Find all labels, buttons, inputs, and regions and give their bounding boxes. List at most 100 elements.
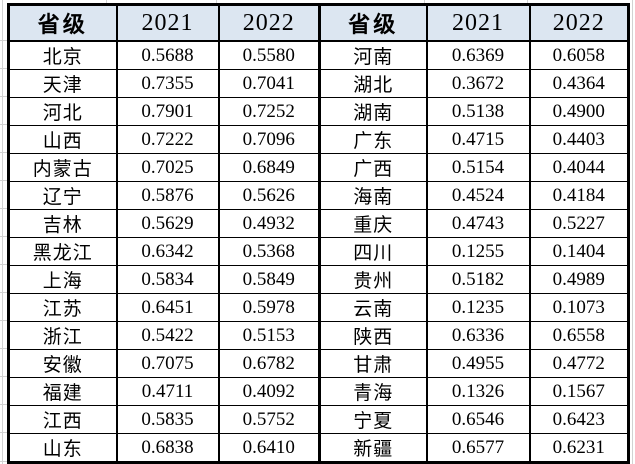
table-row: 北京 0.5688 0.5580 河南 0.6369 0.6058 [7,40,630,70]
table-row: 河北 0.7901 0.7252 湖南 0.5138 0.4900 [7,97,630,126]
value-cell: 0.4184 [528,181,630,210]
value-cell: 0.7096 [217,125,321,154]
value-cell: 0.5153 [217,321,321,350]
province-cell: 湖南 [318,97,428,126]
value-cell: 0.4044 [528,153,630,182]
value-cell: 0.1235 [425,293,531,322]
province-cell: 黑龙江 [7,237,118,266]
header-province-left: 省级 [7,4,118,42]
value-cell: 0.1404 [528,237,630,266]
value-cell: 0.6546 [425,405,531,434]
value-cell: 0.4772 [528,349,630,378]
gridline-fragment [0,96,7,97]
value-cell: 0.5580 [217,40,321,70]
gridline-fragment [632,0,633,464]
value-cell: 0.5752 [217,405,321,434]
value-cell: 0.6782 [217,349,321,378]
value-cell: 0.6410 [217,433,321,463]
province-cell: 河北 [7,97,118,126]
province-cell: 四川 [318,237,428,266]
gridline-fragment [0,68,7,69]
table-row: 山东 0.6838 0.6410 新疆 0.6577 0.6231 [7,433,630,463]
value-cell: 0.5876 [115,181,220,210]
value-cell: 0.7252 [217,97,321,126]
gridline-fragment [0,208,7,209]
province-cell: 浙江 [7,321,118,350]
value-cell: 0.5629 [115,209,220,238]
gridline-fragment [0,348,7,349]
value-cell: 0.6336 [425,321,531,350]
value-cell: 0.5834 [115,265,220,294]
value-cell: 0.4403 [528,125,630,154]
table-row: 江苏 0.6451 0.5978 云南 0.1235 0.1073 [7,293,630,322]
value-cell: 0.5138 [425,97,531,126]
province-cell: 宁夏 [318,405,428,434]
table-row: 黑龙江 0.6342 0.5368 四川 0.1255 0.1404 [7,237,630,266]
value-cell: 0.4989 [528,265,630,294]
value-cell: 0.1255 [425,237,531,266]
value-cell: 0.6849 [217,153,321,182]
province-cell: 湖北 [318,69,428,98]
gridline-fragment [0,320,7,321]
value-cell: 0.1567 [528,377,630,406]
value-cell: 0.6342 [115,237,220,266]
value-cell: 0.4955 [425,349,531,378]
value-cell: 0.6423 [528,405,630,434]
province-cell: 云南 [318,293,428,322]
province-cell: 江西 [7,405,118,434]
value-cell: 0.5154 [425,153,531,182]
province-cell: 重庆 [318,209,428,238]
province-cell: 辽宁 [7,181,118,210]
province-table: 省级 2021 2022 省级 2021 2022 北京 0.5688 0.5580… [7,3,630,464]
province-cell: 福建 [7,377,118,406]
value-cell: 0.5227 [528,209,630,238]
value-cell: 0.1326 [425,377,531,406]
value-cell: 0.4092 [217,377,321,406]
province-cell: 青海 [318,377,428,406]
table-row: 安徽 0.7075 0.6782 甘肃 0.4955 0.4772 [7,349,630,378]
province-cell: 内蒙古 [7,153,118,182]
gridline-fragment [0,180,7,181]
value-cell: 0.5688 [115,40,220,70]
province-cell: 贵州 [318,265,428,294]
table-row: 山西 0.7222 0.7096 广东 0.4715 0.4403 [7,125,630,154]
province-cell: 新疆 [318,433,428,463]
value-cell: 0.7355 [115,69,220,98]
province-cell: 河南 [318,40,428,70]
table-row: 上海 0.5834 0.5849 贵州 0.5182 0.4989 [7,265,630,294]
province-cell: 甘肃 [318,349,428,378]
gridline-fragment [0,40,7,41]
value-cell: 0.5368 [217,237,321,266]
value-cell: 0.1073 [528,293,630,322]
table-row: 辽宁 0.5876 0.5626 海南 0.4524 0.4184 [7,181,630,210]
gridline-fragment [0,376,7,377]
province-cell: 天津 [7,69,118,98]
table-row: 江西 0.5835 0.5752 宁夏 0.6546 0.6423 [7,405,630,434]
value-cell: 0.6577 [425,433,531,463]
header-province-right: 省级 [318,4,428,42]
value-cell: 0.5849 [217,265,321,294]
province-cell: 广西 [318,153,428,182]
value-cell: 0.6058 [528,40,630,70]
table-row: 内蒙古 0.7025 0.6849 广西 0.5154 0.4044 [7,153,630,182]
value-cell: 0.6451 [115,293,220,322]
value-cell: 0.4743 [425,209,531,238]
value-cell: 0.3672 [425,69,531,98]
value-cell: 0.5182 [425,265,531,294]
table-row: 福建 0.4711 0.4092 青海 0.1326 0.1567 [7,377,630,406]
value-cell: 0.4524 [425,181,531,210]
province-cell: 广东 [318,125,428,154]
value-cell: 0.7901 [115,97,220,126]
table-row: 天津 0.7355 0.7041 湖北 0.3672 0.4364 [7,69,630,98]
table-row: 浙江 0.5422 0.5153 陕西 0.6336 0.6558 [7,321,630,350]
gridline-fragment [0,264,7,265]
value-cell: 0.7222 [115,125,220,154]
province-cell: 陕西 [318,321,428,350]
value-cell: 0.6838 [115,433,220,463]
value-cell: 0.4715 [425,125,531,154]
gridline-fragment [0,432,7,433]
value-cell: 0.7075 [115,349,220,378]
value-cell: 0.4900 [528,97,630,126]
gridline-fragment [0,236,7,237]
